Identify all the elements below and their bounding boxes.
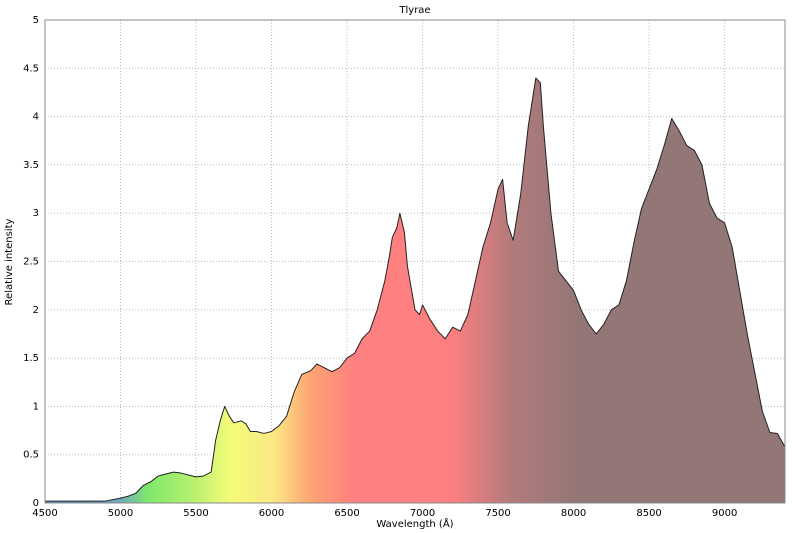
y-tick-label: 4.5 (23, 63, 39, 74)
y-tick-label: 3.5 (23, 160, 39, 171)
x-tick-label: 7500 (485, 508, 510, 519)
plot-frame (44, 19, 786, 504)
y-tick-label: 1.5 (23, 353, 39, 364)
x-tick-label: 4500 (32, 508, 57, 519)
y-tick-label: 0 (33, 498, 39, 509)
y-tick-label: 4 (33, 112, 39, 123)
y-tick-label: 0.5 (23, 450, 39, 461)
x-tick-label: 7000 (410, 508, 435, 519)
y-tick-label: 5 (33, 15, 39, 26)
x-tick-label: 6500 (334, 508, 359, 519)
x-tick-label: 8500 (636, 508, 661, 519)
x-tick-label: 9000 (712, 508, 737, 519)
x-tick-label: 8000 (561, 508, 586, 519)
x-axis-label: Wavelength (Å) (376, 517, 453, 530)
y-tick-label: 2.5 (23, 257, 39, 268)
y-axis-label: Relative intensity (4, 218, 15, 305)
spectrum-line (45, 77, 786, 502)
x-tick-label: 6000 (259, 508, 284, 519)
y-tick-label: 3 (33, 208, 39, 219)
y-tick-label: 1 (33, 401, 39, 412)
y-tick-label: 2 (33, 305, 39, 316)
x-tick-label: 5000 (108, 508, 133, 519)
chart-title: Tlyrae (398, 5, 430, 16)
area-fill (45, 77, 785, 504)
x-tick-label: 5500 (183, 508, 208, 519)
